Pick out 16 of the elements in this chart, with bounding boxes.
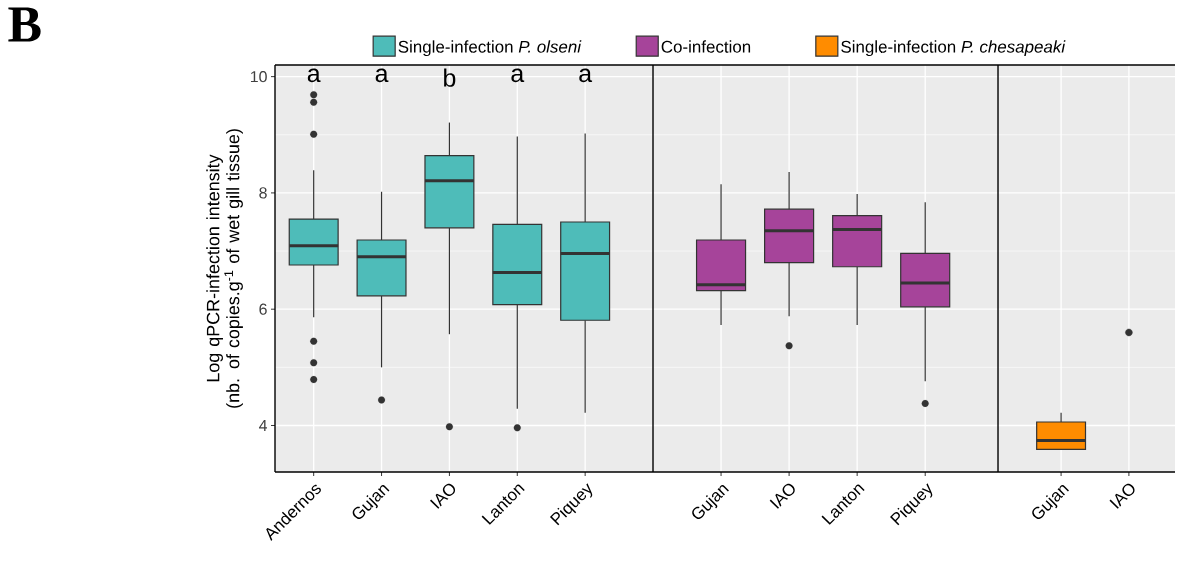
- y-tick-label: 8: [259, 187, 267, 199]
- annotation: a: [307, 68, 321, 83]
- x-tick-label: IAO: [1109, 483, 1135, 509]
- y-tick-label: 10: [250, 70, 267, 83]
- legend-label: Co-infection: [661, 40, 751, 53]
- y-tick-label: 4: [258, 420, 268, 431]
- annotation: a: [511, 68, 525, 83]
- annotation: a: [579, 68, 593, 83]
- y-tick-label: 6: [259, 303, 267, 315]
- legend-label: Single-infection P. chesapeaki: [841, 40, 1066, 57]
- annotation: a: [375, 68, 389, 83]
- annotation: b: [444, 68, 456, 87]
- text: B: [8, 7, 41, 42]
- x-tick-label: IAO: [769, 483, 795, 509]
- legend-label: Single-infection P. olseni: [398, 40, 582, 57]
- x-tick-label: IAO: [430, 483, 456, 509]
